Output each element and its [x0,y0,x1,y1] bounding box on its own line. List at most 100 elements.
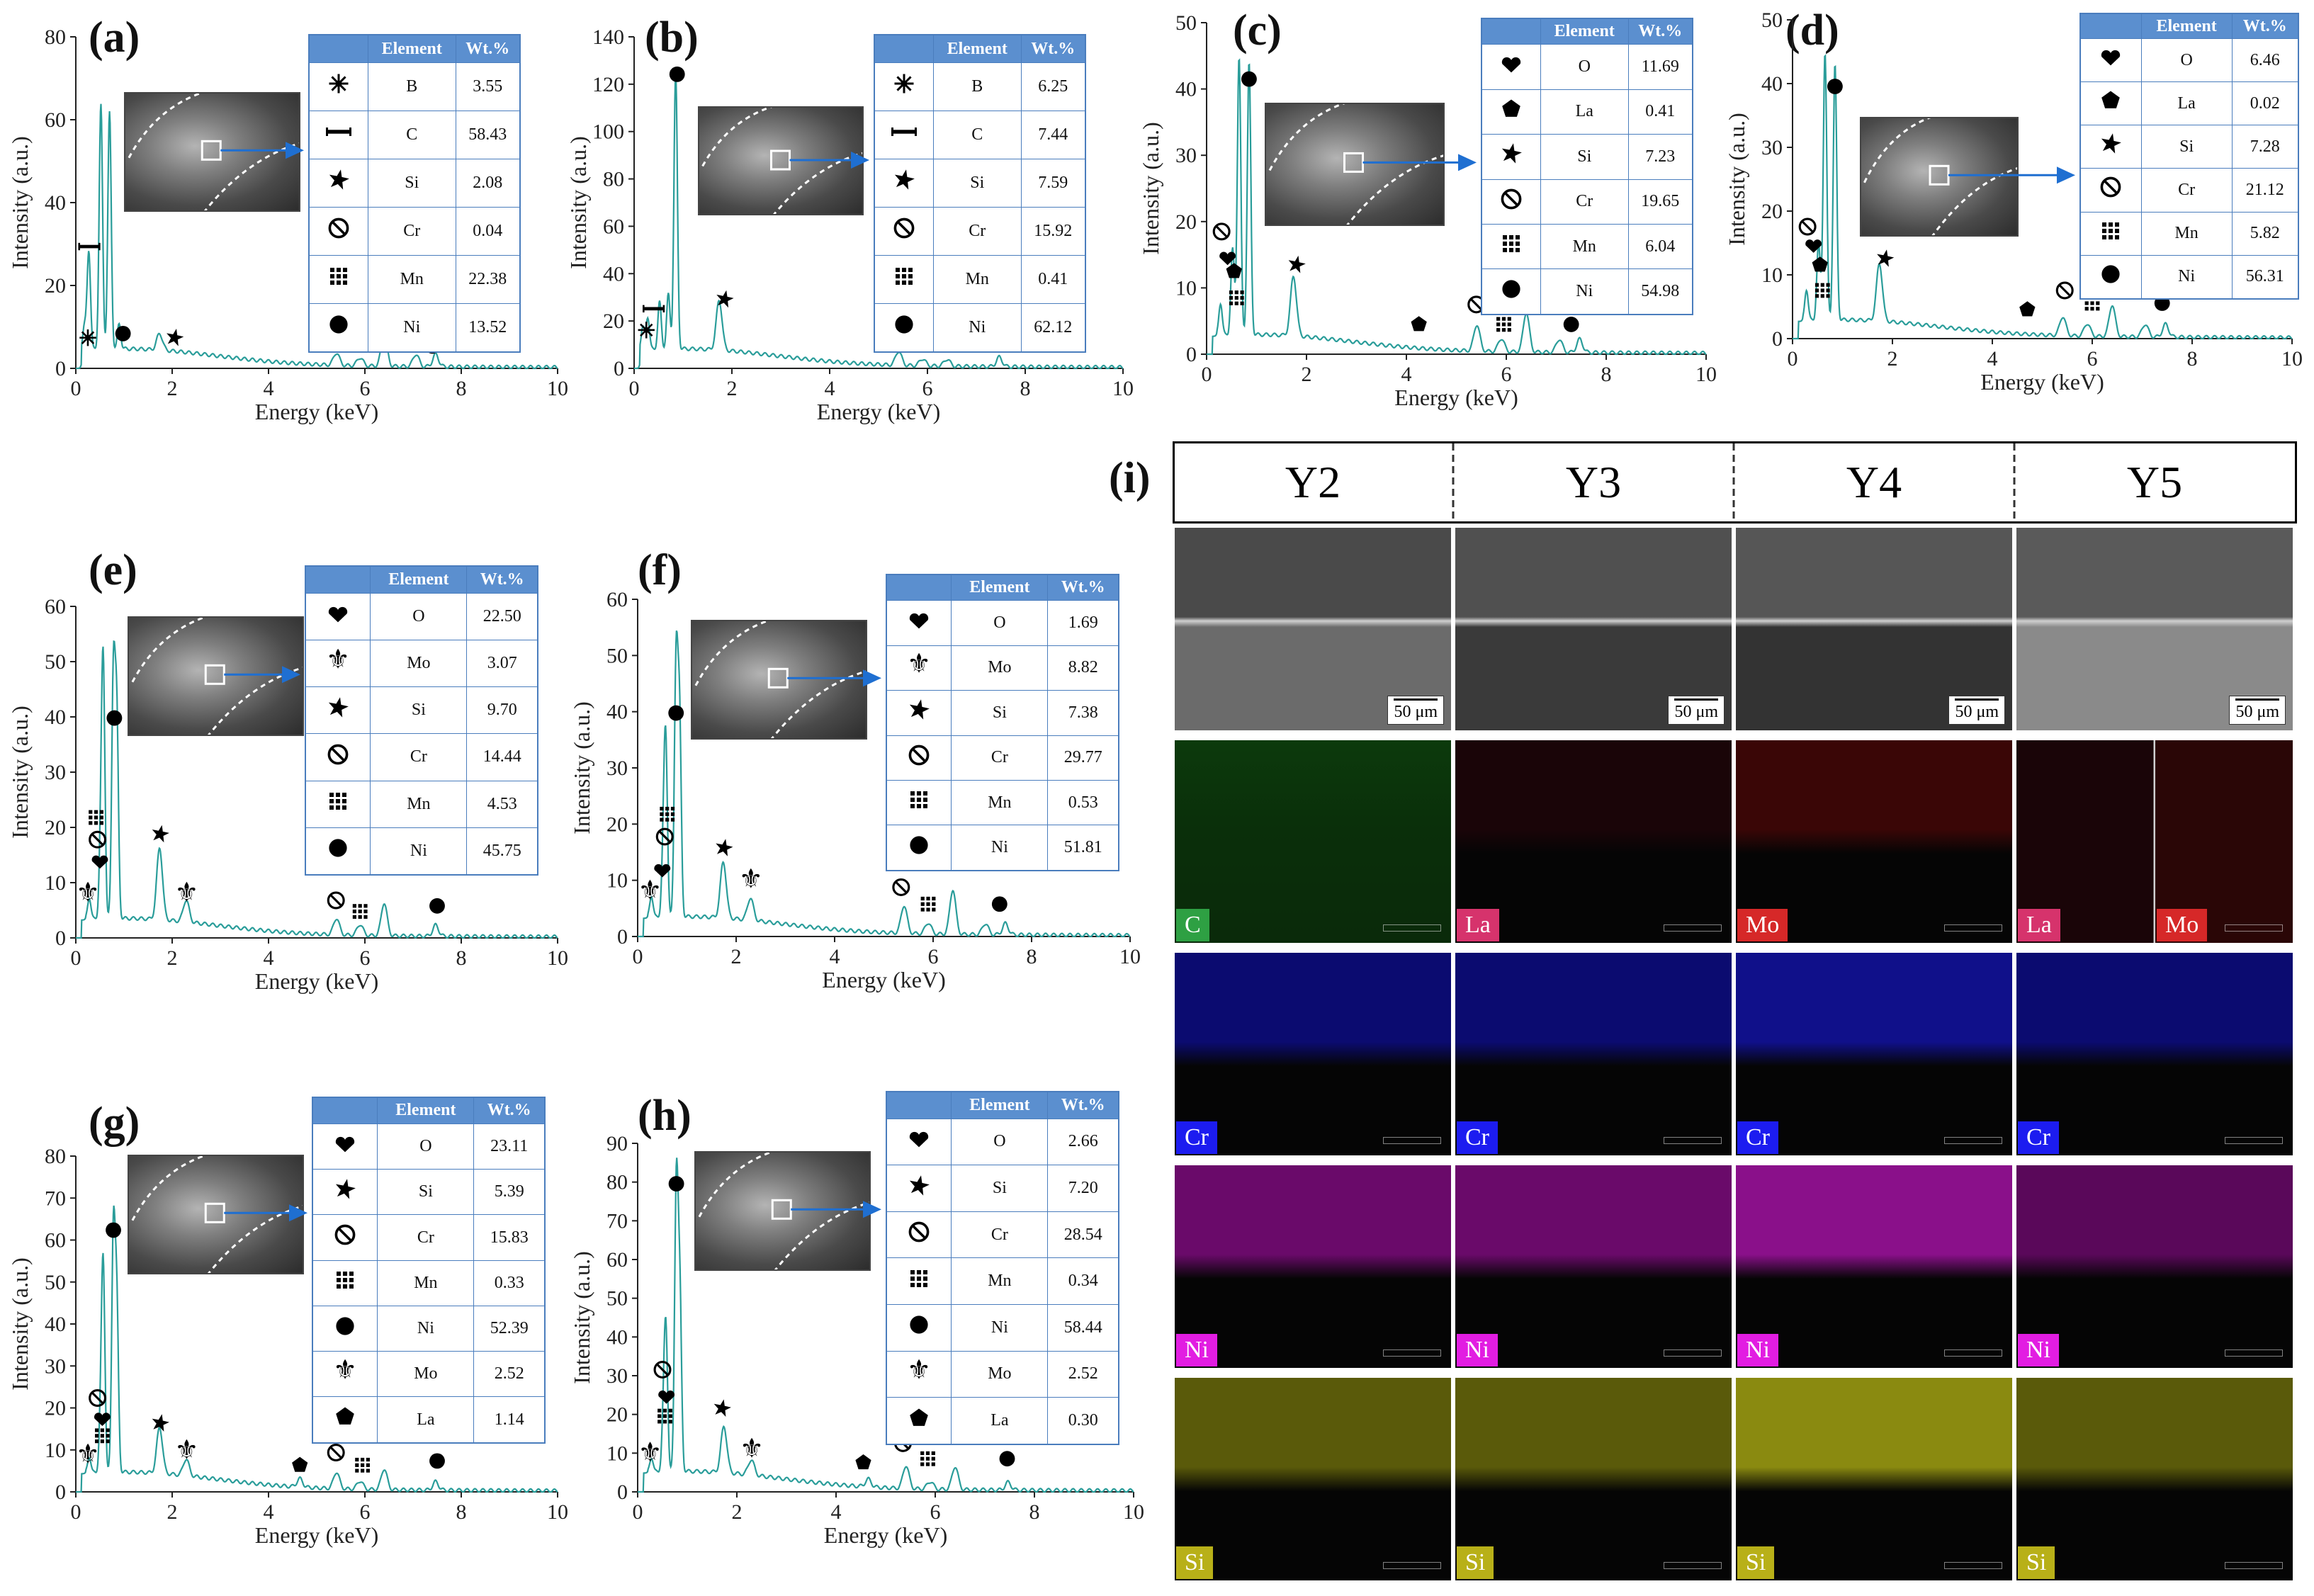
wt-percent-cell: 51.81 [1047,825,1119,871]
table-row: ⚜ Mo 2.52 [886,1350,1119,1398]
wt-percent-cell: 8.82 [1047,645,1119,691]
peak-marker-o [658,1390,675,1404]
map-scale-marker [1944,1562,2002,1569]
spectrum-line [638,630,1131,938]
map-scale-marker [2225,1349,2283,1357]
eds-map-c-y2: C [1175,740,1451,943]
spectrum-plot-a: 0 2 4 6 8 10 0 20 40 60 80 Energy (keV) Intensity (a… [7,26,568,424]
map-scale-marker [1664,924,1722,932]
peak-marker-ni [106,1222,121,1238]
wt-percent-cell: 15.92 [1020,206,1086,256]
wt-percent-cell: 45.75 [466,827,538,876]
y-tick-label: 0 [1186,343,1197,366]
x-tick-label: 10 [547,377,568,400]
x-tick-label: 8 [456,946,467,970]
x-axis-title: Energy (keV) [255,1522,378,1548]
x-tick-label: 10 [1112,377,1134,400]
element-cell: O [2140,38,2233,83]
x-tick-label: 8 [1601,363,1612,386]
wt-percent-cell: 4.53 [466,780,538,828]
y-tick-label: 30 [606,757,628,780]
wt-percent-cell: 0.53 [1047,779,1119,826]
peak-marker-cr [327,1444,345,1462]
wt-percent-cell: 7.23 [1627,134,1693,180]
wt-percent-cell: 0.30 [1047,1397,1119,1445]
peak-marker-c [78,242,101,251]
asterisk-icon [874,62,934,111]
wt-percent-cell: 54.98 [1627,268,1693,315]
table-row: Mn 22.38 [308,254,521,304]
peak-marker-cr [2055,281,2074,300]
peak-marker-la [2019,301,2036,317]
spectrum-line [76,103,558,370]
composition-table: Element Wt.% O 23.11 Si 5.39 Cr 15.83 Mn 0.33 Ni 52… [312,1097,546,1444]
peak-marker-ni [1241,71,1257,87]
spectrum-plot-h: 0 2 4 6 8 10 0 10 20 30 40 50 60 70 80 90 Energy (keV) In… [569,1132,1144,1548]
composition-table: Element Wt.% B 6.25 C 7.44 Si 7.59 Cr 15.92 Mn 0.41… [874,34,1086,353]
dot-icon [874,302,934,353]
y-tick-label: 80 [45,26,66,49]
element-map-label: Mo [1737,909,1788,941]
wt-percent-cell: 1.69 [1047,600,1119,646]
asterisk-icon [329,74,349,94]
no-entry-icon [886,735,952,781]
map-scale-marker [2225,1137,2283,1144]
x-tick-label: 4 [1401,363,1412,386]
analysis-region-box [767,667,789,689]
grid-dots-icon [910,1269,928,1287]
peak-marker-mn [1229,290,1244,305]
peak-marker-cr [655,827,674,846]
peak-marker-o [1219,251,1236,266]
element-cell: O [951,600,1049,646]
wt-percent-cell: 6.25 [1020,62,1086,111]
x-tick-label: 8 [456,1500,467,1524]
panel-label-h: (h) [638,1092,692,1140]
table-row: B 6.25 [874,62,1086,111]
element-cell: O [1540,44,1629,90]
y-tick-label: 50 [606,644,628,667]
peak-marker-mn [657,1408,672,1424]
panel-label-a: (a) [89,13,140,62]
dot-icon [910,836,928,854]
table-header-element: Element [370,565,468,594]
wt-percent-cell: 14.44 [466,733,538,781]
panel-label-b: (b) [645,13,699,62]
peak-marker-mo: ⚜ [740,1432,764,1464]
eds-panel-h: (h) 0 2 4 6 8 10 0 10 20 30 40 50 60 70 80 90 Energy (keV… [567,1084,1144,1548]
table-row: O 1.69 [886,600,1119,646]
eds-panel-c: (c) 0 2 4 6 8 10 0 10 20 30 40 50 Energy (keV) Intensi… [1134,0,1722,439]
y-tick-label: 30 [45,1354,66,1378]
eds-map-si-y4: Si [1736,1378,2012,1580]
table-row: Ni 54.98 [1481,268,1693,315]
heart-icon [336,1136,355,1152]
grid-dots-icon [1502,235,1520,253]
eds-map-ni-y3: Ni [1455,1165,1732,1368]
sem-inset-image [1860,117,2019,237]
bar-icon [874,110,934,159]
peak-marker-ni [115,325,131,341]
y-tick-label: 50 [606,1287,628,1311]
eds-map-cr-y2: Cr [1175,953,1451,1155]
x-tick-label: 2 [731,945,742,968]
wt-percent-cell: 22.50 [466,592,538,641]
peak-marker-mn [920,896,936,912]
spectrum-line [1793,54,2293,340]
star-icon [2101,133,2122,154]
y-axis-title: Intensity (a.u.) [7,136,33,269]
x-tick-label: 10 [1119,945,1141,968]
x-axis-title: Energy (keV) [822,967,945,992]
inset-pointer-h [771,1199,881,1220]
element-cell: Ni [2140,254,2233,300]
x-tick-label: 0 [71,1500,81,1524]
element-cell: La [951,1397,1049,1445]
pointer-arrow-head [1458,154,1477,171]
y-tick-label: 40 [603,262,624,285]
table-row: Cr 15.92 [874,206,1086,256]
y-tick-label: 50 [45,1271,66,1294]
table-row: Mn 6.04 [1481,223,1693,270]
wt-percent-cell: 1.14 [473,1396,546,1444]
peak-marker-cr [89,830,107,849]
peak-marker-cr [89,1389,107,1407]
element-cell: Mn [367,254,456,304]
table-row: Mn 4.53 [305,780,538,828]
